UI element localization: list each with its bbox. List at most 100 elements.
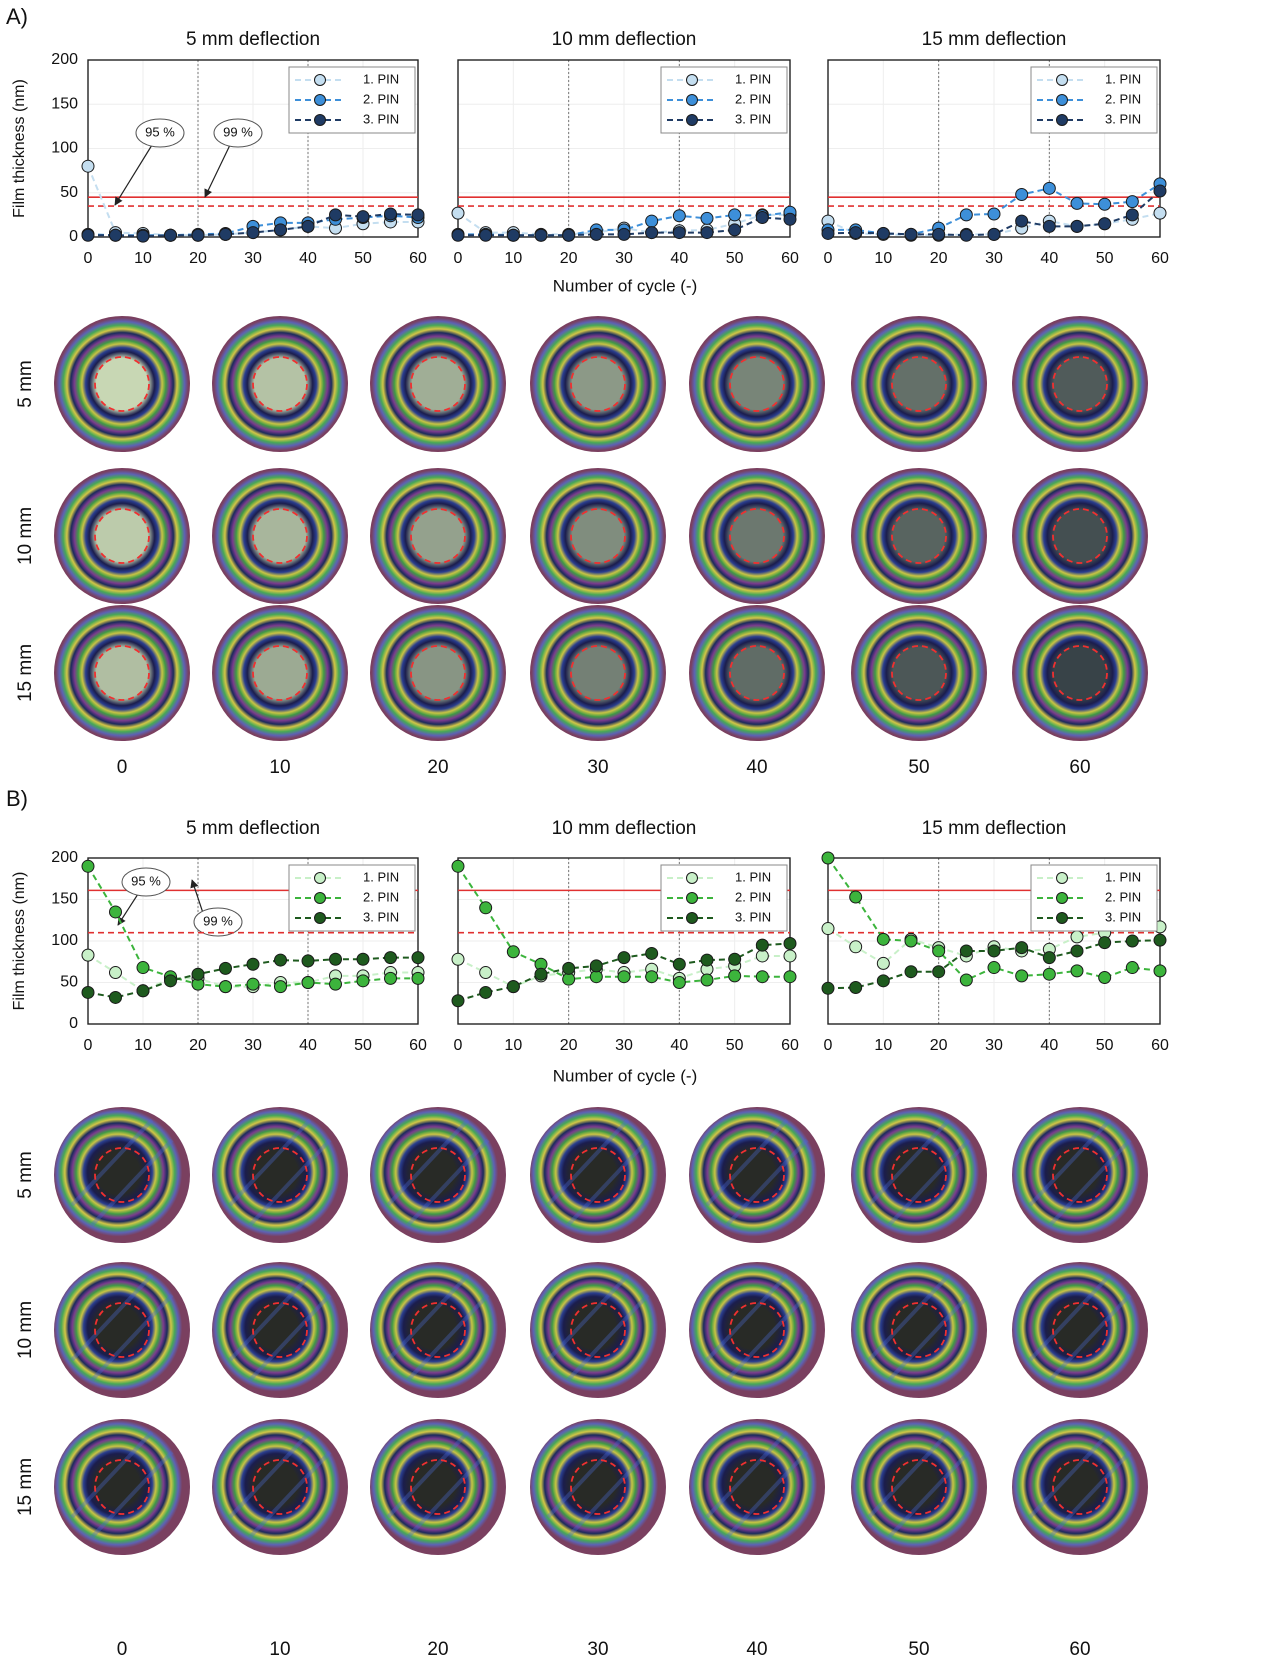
interferogram xyxy=(530,1262,666,1398)
data-point xyxy=(302,955,314,967)
legend-label: 1. PIN xyxy=(1105,869,1141,884)
data-point xyxy=(646,971,658,983)
interferogram xyxy=(689,605,825,741)
x-tick-label: 50 xyxy=(726,1037,744,1054)
data-point xyxy=(480,902,492,914)
legend-label: 2. PIN xyxy=(735,889,771,904)
data-point xyxy=(877,933,889,945)
data-point xyxy=(729,224,741,236)
x-tick-label: 0 xyxy=(84,250,93,267)
interferogram xyxy=(54,1419,190,1555)
interferogram xyxy=(54,605,190,741)
x-tick-label: 30 xyxy=(985,1037,1003,1054)
legend-marker xyxy=(687,95,698,106)
legend-marker xyxy=(315,893,326,904)
interferogram-disc xyxy=(1012,1262,1148,1398)
data-point xyxy=(480,229,492,241)
y-axis-label: Film thickness (nm) xyxy=(11,79,28,218)
column-label: 50 xyxy=(908,757,929,778)
data-point xyxy=(507,981,519,993)
y-tick-label: 100 xyxy=(51,932,78,949)
x-tick-label: 40 xyxy=(299,250,317,267)
legend-label: 1. PIN xyxy=(735,869,771,884)
data-point xyxy=(1099,218,1111,230)
interferogram xyxy=(689,468,825,604)
data-point xyxy=(220,228,232,240)
legend-label: 2. PIN xyxy=(363,91,399,106)
legend-marker xyxy=(315,913,326,924)
data-point xyxy=(822,982,834,994)
x-tick-label: 20 xyxy=(560,1037,578,1054)
x-tick-label: 50 xyxy=(354,1037,372,1054)
data-point xyxy=(535,968,547,980)
x-tick-label: 60 xyxy=(1151,1037,1169,1054)
data-point xyxy=(385,952,397,964)
legend-marker xyxy=(1057,75,1068,86)
data-point xyxy=(480,986,492,998)
data-point xyxy=(165,975,177,987)
data-point xyxy=(535,229,547,241)
data-point xyxy=(933,228,945,240)
x-tick-label: 10 xyxy=(504,1037,522,1054)
panel-label: A) xyxy=(6,4,28,29)
legend-label: 1. PIN xyxy=(1105,71,1141,86)
data-point xyxy=(673,227,685,239)
interferogram-disc xyxy=(689,1262,825,1398)
data-point xyxy=(960,209,972,221)
interferogram xyxy=(1012,1419,1148,1555)
y-tick-label: 50 xyxy=(60,184,78,201)
data-point xyxy=(302,977,314,989)
interferogram-disc xyxy=(851,1419,987,1555)
y-tick-label: 0 xyxy=(69,1015,78,1032)
data-point xyxy=(137,962,149,974)
x-tick-label: 0 xyxy=(84,1037,93,1054)
x-tick-label: 30 xyxy=(615,1037,633,1054)
legend-marker xyxy=(1057,95,1068,106)
legend-label: 2. PIN xyxy=(1105,91,1141,106)
data-point xyxy=(701,212,713,224)
data-point xyxy=(1126,209,1138,221)
x-tick-label: 0 xyxy=(824,250,833,267)
data-point xyxy=(82,160,94,172)
data-point xyxy=(110,967,122,979)
chart-title: 5 mm deflection xyxy=(186,818,320,839)
data-point xyxy=(822,227,834,239)
data-point xyxy=(756,971,768,983)
interferogram xyxy=(851,468,987,604)
row-label: 15 mm xyxy=(15,1458,36,1516)
y-tick-label: 150 xyxy=(51,95,78,112)
data-point xyxy=(82,986,94,998)
row-label: 10 mm xyxy=(15,1301,36,1359)
interferogram xyxy=(1012,1262,1148,1398)
data-point xyxy=(330,978,342,990)
data-point xyxy=(988,208,1000,220)
interferogram xyxy=(212,468,348,604)
data-point xyxy=(1154,185,1166,197)
legend-label: 1. PIN xyxy=(363,869,399,884)
data-point xyxy=(1071,945,1083,957)
annotation-arrow xyxy=(115,145,152,205)
data-point xyxy=(1126,196,1138,208)
x-tick-label: 60 xyxy=(781,250,799,267)
x-tick-label: 50 xyxy=(1096,1037,1114,1054)
x-tick-label: 40 xyxy=(1040,250,1058,267)
data-point xyxy=(877,227,889,239)
x-tick-label: 50 xyxy=(354,250,372,267)
data-point xyxy=(756,950,768,962)
column-label: 20 xyxy=(427,757,448,778)
x-tick-label: 20 xyxy=(189,250,207,267)
interferogram-disc xyxy=(54,1262,190,1398)
data-point xyxy=(673,210,685,222)
column-label: 40 xyxy=(746,1639,767,1660)
interferogram xyxy=(851,1419,987,1555)
column-label: 40 xyxy=(746,757,767,778)
y-tick-label: 200 xyxy=(51,51,78,68)
x-tick-label: 60 xyxy=(409,1037,427,1054)
interferogram xyxy=(370,1419,506,1555)
data-point xyxy=(590,960,602,972)
interferogram-disc xyxy=(212,1107,348,1243)
x-tick-label: 40 xyxy=(670,1037,688,1054)
row-label: 15 mm xyxy=(15,644,36,702)
interferogram-disc xyxy=(370,1107,506,1243)
